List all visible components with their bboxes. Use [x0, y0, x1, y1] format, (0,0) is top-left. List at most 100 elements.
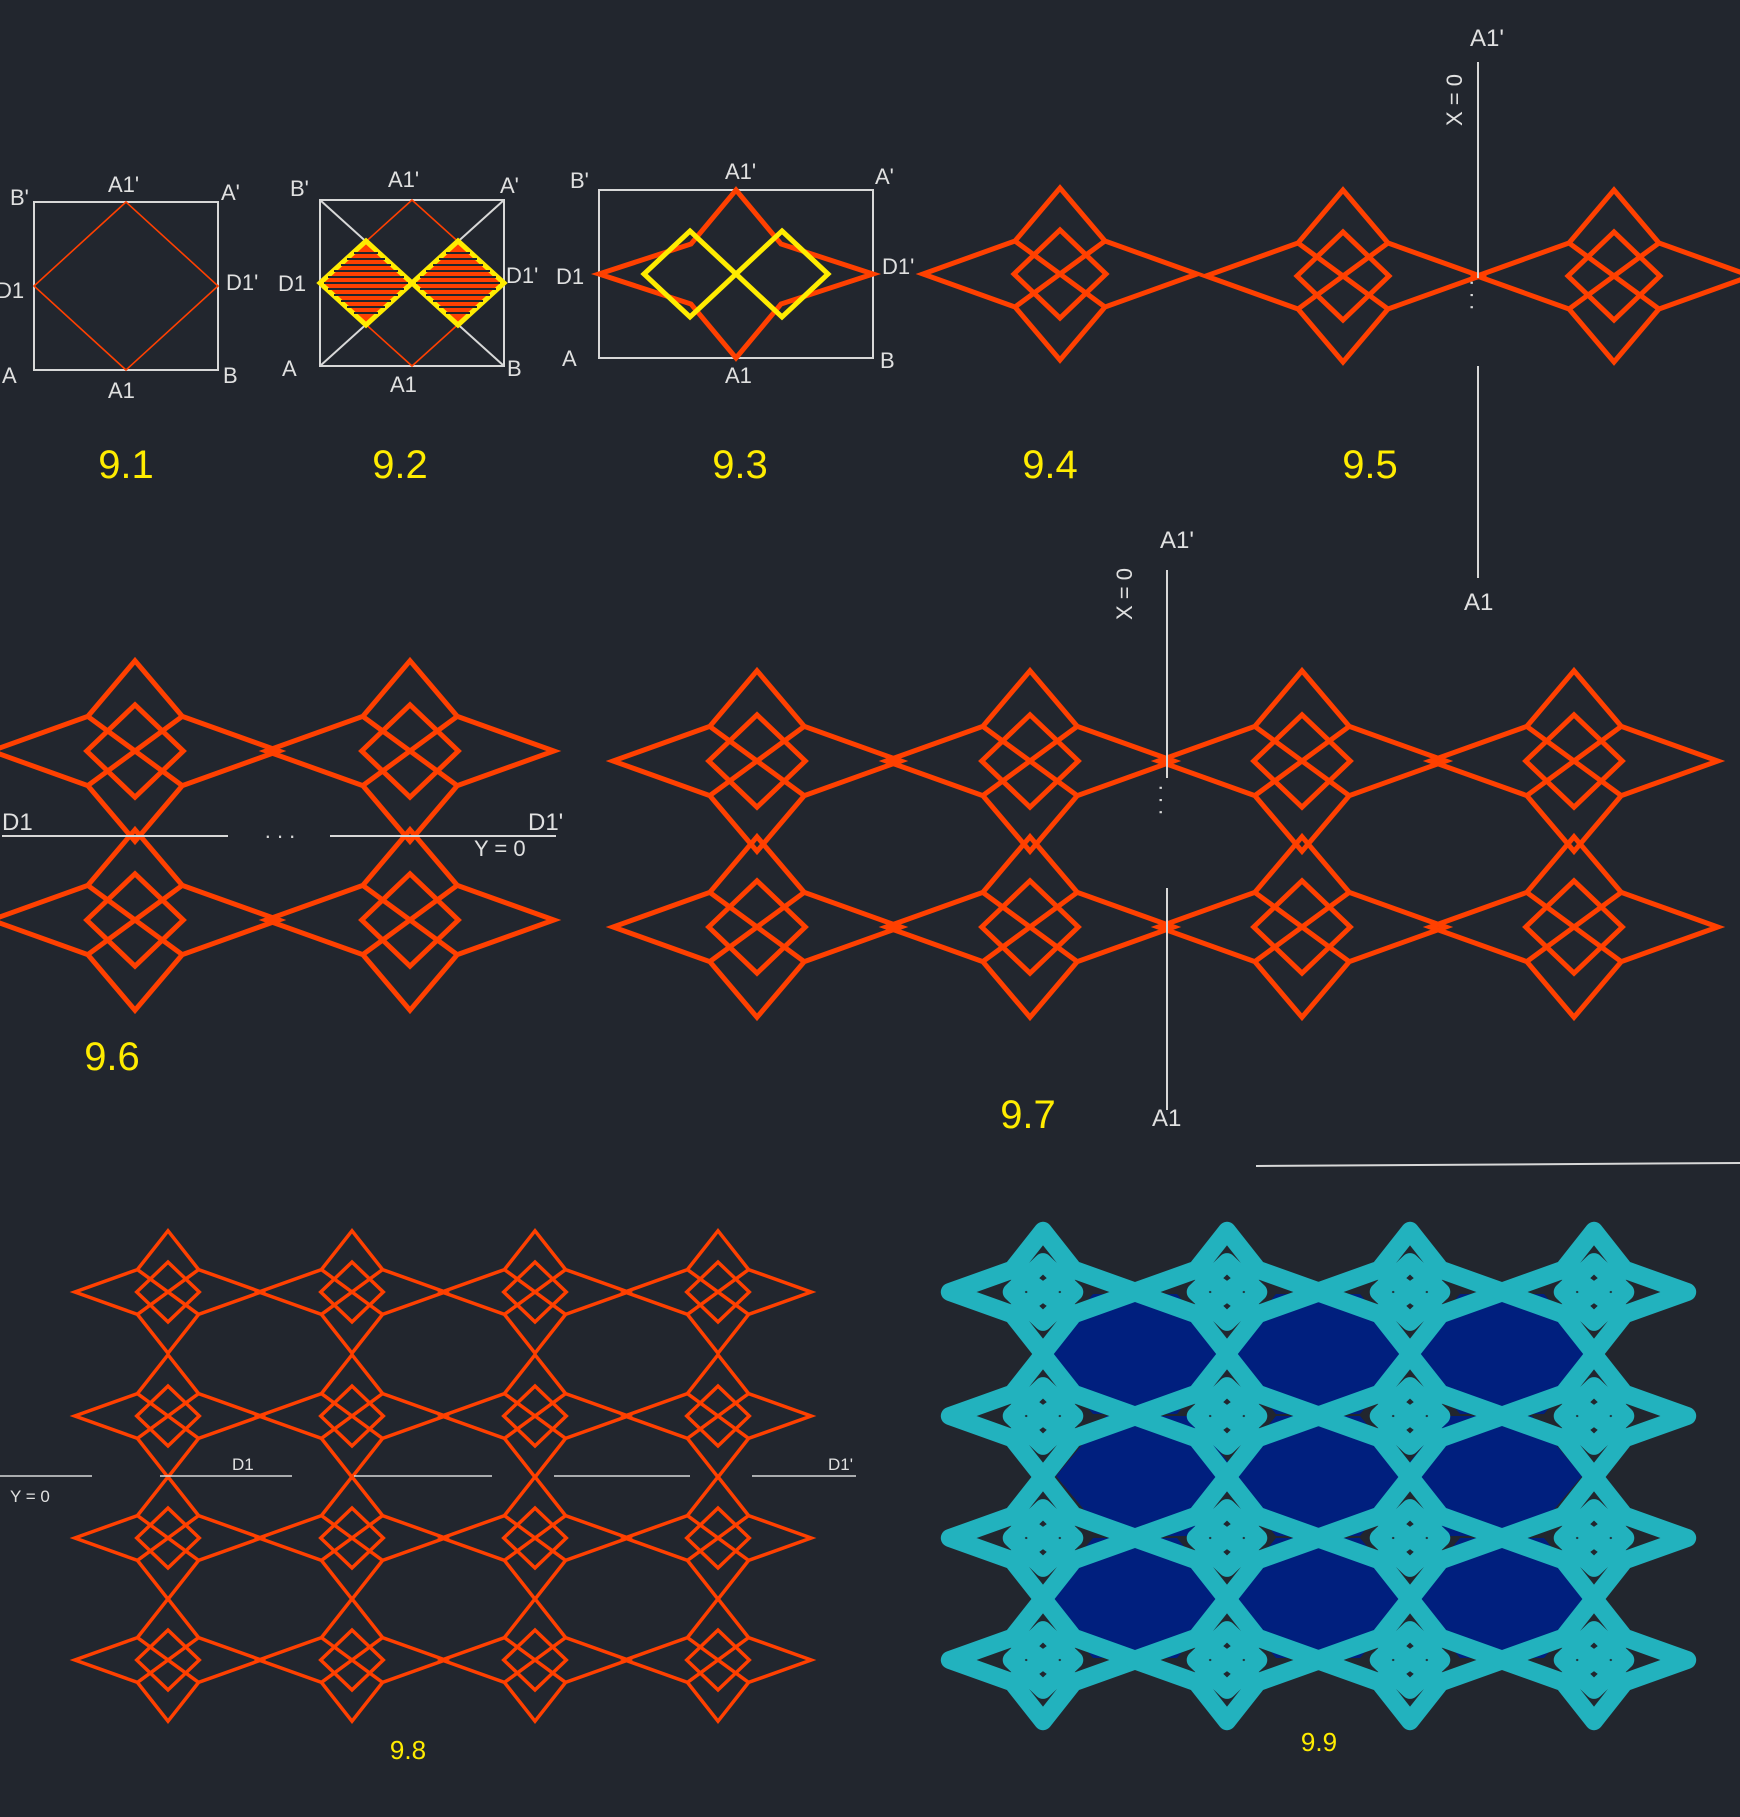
label-axis-x0: X = 0 [1442, 74, 1467, 126]
label-a: A [2, 363, 17, 388]
teal-tile-9-9-r4c3 [1307, 1589, 1513, 1731]
label-d1: D1 [2, 809, 33, 836]
star-tile-9-8-r4c2 [253, 1595, 451, 1725]
navy-cell-8 [1226, 1538, 1410, 1658]
section-divider [1255, 1162, 1740, 1167]
label-axis-y0: Y = 0 [474, 836, 526, 861]
tile-9-4 [915, 184, 1205, 364]
star-tile-9-8-r4c3 [436, 1595, 634, 1725]
star-tile-outline [0, 656, 287, 846]
label-a1-prime: A1' [108, 172, 139, 197]
star-tile-9-8-r3c3 [436, 1473, 634, 1603]
label-b-prime: B' [570, 168, 589, 193]
tile-9-7-r2c3 [1150, 832, 1454, 1022]
label-a: A [562, 346, 577, 371]
hatch-lines-right [416, 252, 500, 314]
caption-9-4: 9.4 [1022, 443, 1078, 487]
tile-9-7-r1c1 [605, 666, 909, 856]
caption-9-8: 9.8 [390, 1735, 426, 1765]
tile-9-7-r1c2 [878, 666, 1182, 856]
navy-cell-3 [1410, 1294, 1594, 1414]
label-a1: A1 [108, 378, 135, 403]
teal-tile-9-9-r4c1 [940, 1589, 1146, 1731]
navy-cell-7 [1043, 1538, 1227, 1658]
figure-9-7: . . . A1' A1 X = 0 9.7 [605, 527, 1726, 1137]
caption-9-1: 9.1 [98, 443, 154, 487]
star-tile-9-8-r3c2 [253, 1473, 451, 1603]
star-tile-9-8-r1c3 [436, 1227, 634, 1357]
caption-9-3: 9.3 [712, 443, 768, 487]
tile-9-7-r1c4 [1422, 666, 1726, 856]
label-d1: D1 [232, 1455, 254, 1474]
star-tile-outline [1469, 186, 1740, 366]
caption-9-2: 9.2 [372, 443, 428, 487]
star-tile-9-8-r1c2 [253, 1227, 451, 1357]
label-a1-prime: A1' [1160, 527, 1194, 554]
navy-cell-5 [1226, 1416, 1410, 1536]
star-tile-outline [1150, 666, 1454, 856]
star-tile-9-8-r3c1 [69, 1473, 267, 1603]
label-axis-y0: Y = 0 [10, 1487, 50, 1506]
star-tile-outline [1198, 186, 1488, 366]
curved-star [590, 186, 882, 362]
figure-9-1: B' A1' A' D1 D1' A A1 B 9.1 [0, 172, 258, 487]
tile-9-6-r1c2 [258, 656, 562, 846]
tile-9-5-left [1198, 186, 1488, 366]
star-tile-outline [0, 825, 287, 1015]
star-tile-outline [878, 832, 1182, 1022]
figure-9-3: B' A1' A' D1 D1' A A1 B 9.3 [556, 159, 914, 487]
hatched-squares [316, 237, 508, 329]
star-tile-9-8-r4c4 [619, 1595, 817, 1725]
label-d1-prime: D1' [828, 1455, 853, 1474]
caption-9-9: 9.9 [1301, 1727, 1337, 1757]
tile-9-6-r2c1 [0, 825, 287, 1015]
teal-tile-9-9-r4c4 [1491, 1589, 1697, 1731]
hatch-lines-left [324, 252, 408, 314]
star-tile-9-8-r3c4 [619, 1473, 817, 1603]
axis-dots: . . . [1155, 785, 1180, 816]
star-tile-outline [258, 656, 562, 846]
label-a-prime: A' [875, 164, 894, 189]
navy-cell-2 [1226, 1294, 1410, 1414]
star-tile-outline [1150, 832, 1454, 1022]
axis-dots: . . . [265, 818, 296, 843]
star-tile-9-8-r4c1 [69, 1595, 267, 1725]
label-a1: A1 [1152, 1105, 1181, 1132]
tile-9-7-r2c1 [605, 832, 909, 1022]
label-a1: A1 [390, 372, 417, 397]
label-a1-prime: A1' [388, 167, 419, 192]
label-b-prime: B' [290, 176, 309, 201]
teal-tile-9-9-r4c2 [1124, 1589, 1330, 1731]
caption-9-5: 9.5 [1342, 443, 1398, 487]
label-d1-prime: D1' [506, 263, 538, 288]
caption-9-6: 9.6 [84, 1035, 140, 1079]
tile-9-6-r1c1 [0, 656, 287, 846]
label-a1-prime: A1' [725, 159, 756, 184]
tile-9-7-r2c2 [878, 832, 1182, 1022]
caption-9-7: 9.7 [1000, 1093, 1056, 1137]
label-d1-prime: D1' [528, 809, 563, 836]
label-axis-x0: X = 0 [1112, 568, 1137, 620]
figure-9-9 [940, 1221, 1697, 1731]
star-tile-outline [1422, 666, 1726, 856]
star-tile-9-8-r2c3 [436, 1351, 634, 1481]
label-d1: D1 [0, 278, 24, 303]
label-b: B [223, 363, 238, 388]
label-a1: A1 [1464, 589, 1493, 616]
figure-9-6: . . . D1 D1' Y = 0 9.6 [0, 656, 563, 1079]
label-a-prime: A' [221, 180, 240, 205]
star-tile-outline [605, 832, 909, 1022]
figure-9-5: . . . A1' A1 X = 0 9.5 [1198, 25, 1740, 616]
label-d1-prime: D1' [882, 254, 914, 279]
star-tile-9-8-r1c4 [619, 1227, 817, 1357]
star-tile-outline [258, 825, 562, 1015]
star-tile-9-8-r1c1 [69, 1227, 267, 1357]
label-b-prime: B' [10, 185, 29, 210]
label-d1: D1 [278, 271, 306, 296]
figure-9-2: B' A1' A' D1 D1' A A1 B 9.2 [278, 167, 538, 487]
label-a-prime: A' [500, 173, 519, 198]
square-frame [33, 201, 219, 371]
figure-9-4: 9.4 [915, 184, 1205, 487]
